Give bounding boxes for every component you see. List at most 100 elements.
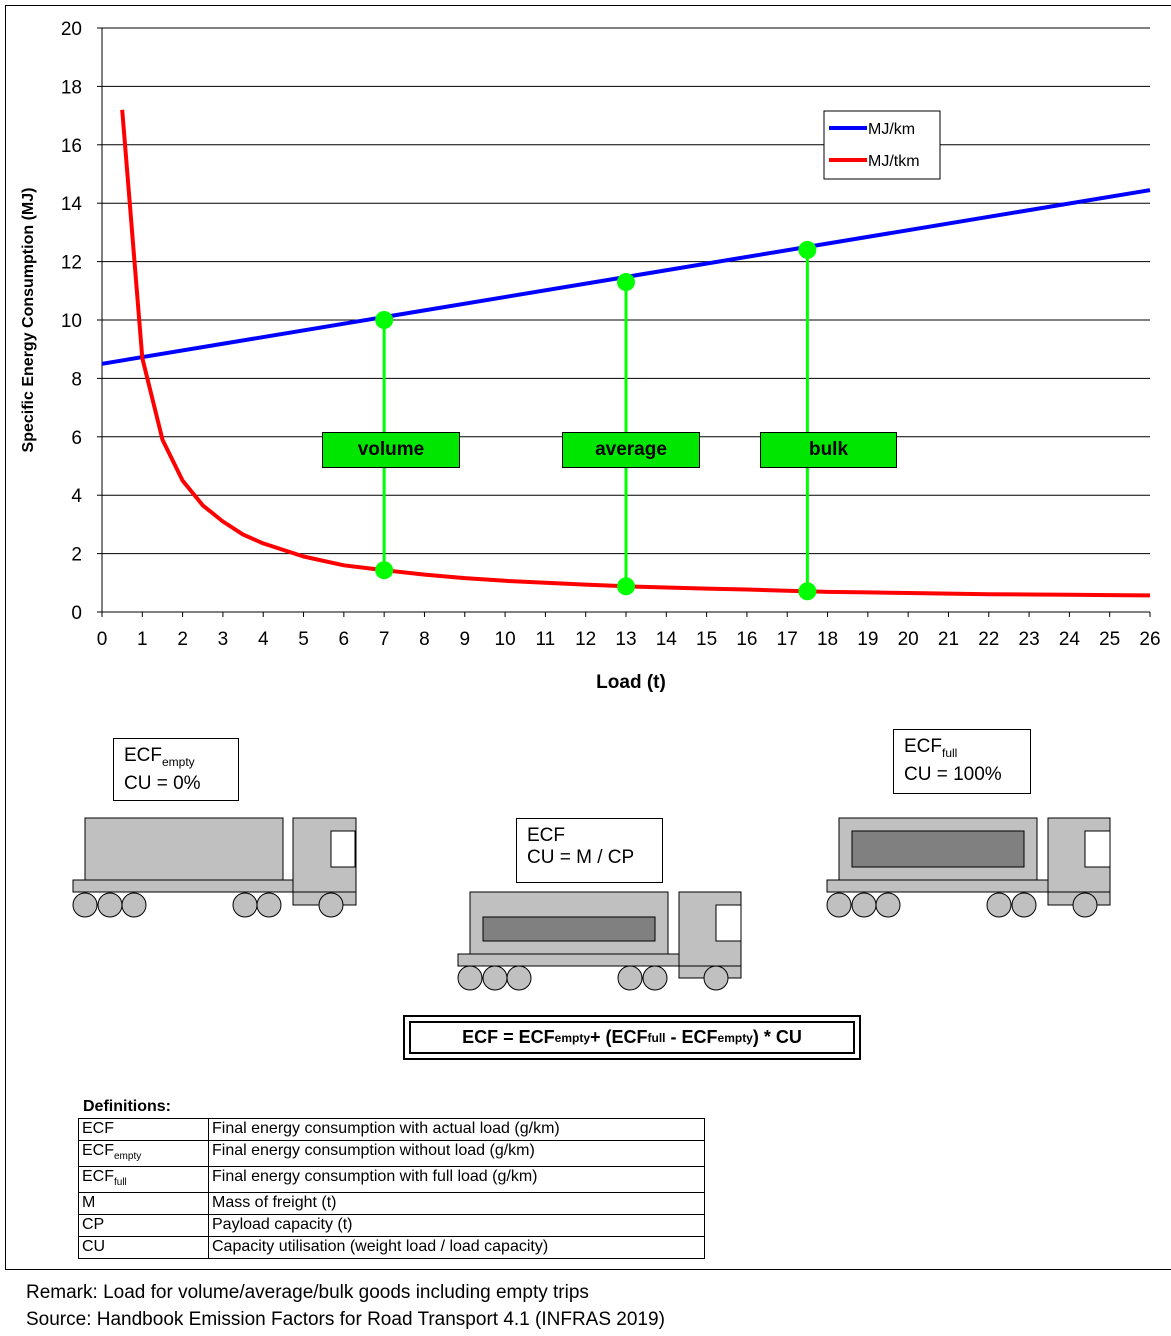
legend-box <box>823 110 941 180</box>
x-tick-label: 13 <box>615 629 636 650</box>
axes <box>101 28 1151 617</box>
y-tick-label: 20 <box>61 19 82 40</box>
ecf-partial-title: ECF <box>527 825 565 846</box>
formula: ECF = ECF empty + (ECF full - ECF empty) * C… <box>409 1021 855 1054</box>
x-tick-label: 8 <box>419 629 430 650</box>
legend-label-mj-tkm: MJ/tkm <box>868 153 920 170</box>
marker-point-bulk-top <box>798 240 817 259</box>
x-tick-label: 0 <box>97 629 108 650</box>
truck-full-illustration <box>826 817 1111 918</box>
y-tick-label: 6 <box>71 428 82 449</box>
y-tick-label: 16 <box>61 136 82 157</box>
x-tick-label: 17 <box>777 629 798 650</box>
x-tick-label: 18 <box>817 629 838 650</box>
gridlines <box>97 27 1150 613</box>
marker-point-average-top <box>617 273 635 292</box>
x-tick-label: 19 <box>857 629 878 650</box>
definition-row: CP Payload capacity (t) <box>78 1214 705 1238</box>
marker-point-average-bottom <box>617 577 635 596</box>
definition-text: Capacity utilisation (weight load / load… <box>208 1236 705 1260</box>
remark-text: Remark: Load for volume/average/bulk goo… <box>26 1282 589 1303</box>
x-tick-label: 1 <box>137 629 148 650</box>
marker-label-average: average <box>562 432 700 468</box>
x-tick-label: 11 <box>536 629 556 650</box>
truck-empty-illustration <box>72 817 357 918</box>
y-tick-label: 10 <box>61 311 82 332</box>
x-tick-label: 26 <box>1139 629 1160 650</box>
legend: MJ/km MJ/tkm <box>823 110 941 180</box>
definition-text: Final energy consumption without load (g… <box>208 1139 705 1168</box>
x-tick-label: 24 <box>1059 629 1081 650</box>
definition-symbol: ECFempty <box>78 1139 209 1168</box>
x-tick-label: 23 <box>1019 629 1040 650</box>
definition-symbol-text: ECF <box>82 1120 114 1137</box>
definition-row: ECFfull Final energy consumption with ful… <box>78 1166 705 1194</box>
marker-label-bulk: bulk <box>760 432 897 468</box>
x-tick-label: 10 <box>495 629 516 650</box>
definition-row: ECF Final energy consumption with actual … <box>78 1118 705 1141</box>
x-tick-label: 6 <box>339 629 350 650</box>
definition-symbol-text: ECF <box>82 1142 114 1159</box>
y-tick-label: 4 <box>71 486 82 507</box>
formula-part: + (ECF <box>590 1027 648 1047</box>
marker-point-bulk-bottom <box>798 582 817 601</box>
ecf-full-sub: full <box>942 745 958 760</box>
x-tick-label: 20 <box>898 629 919 650</box>
y-tick-label: 8 <box>71 369 82 390</box>
legend-label-mj-km: MJ/km <box>868 121 915 138</box>
definition-row: ECFempty Final energy consumption without… <box>78 1139 705 1168</box>
x-tick-label: 14 <box>656 629 678 650</box>
ecf-empty-sub: empty <box>162 754 195 769</box>
definition-symbol: M <box>78 1192 209 1216</box>
definition-symbol: CP <box>78 1214 209 1238</box>
cu-empty: CU = 0% <box>124 772 201 794</box>
x-tick-label: 9 <box>459 629 470 650</box>
y-tick-label: 18 <box>61 77 82 98</box>
x-tick-label: 7 <box>379 629 390 650</box>
formula-sub: full <box>647 1030 666 1045</box>
x-tick-label: 22 <box>978 629 999 650</box>
definition-symbol-sub: full <box>114 1177 127 1189</box>
formula-part: - ECF <box>665 1027 718 1047</box>
marker-label-volume: volume <box>322 432 460 468</box>
definitions-title: Definitions: <box>83 1098 171 1115</box>
x-tick-label: 21 <box>938 629 959 650</box>
x-tick-labels: 0 1 2 3 4 5 6 7 8 9 10 11 12 13 14 15 16 17 18 19 20 21 22 23 24… <box>97 629 1161 650</box>
series-line-mj-tkm <box>120 109 1151 598</box>
x-tick-label: 25 <box>1099 629 1120 650</box>
definition-text: Mass of freight (t) <box>208 1192 705 1216</box>
truck-full-caption: ECFfull CU = 100% <box>893 729 1031 794</box>
y-tick-labels: 0 2 4 6 8 10 12 14 16 18 20 <box>61 19 83 624</box>
formula-part: ECF = ECF <box>462 1027 555 1047</box>
definition-symbol-text: CP <box>82 1216 105 1234</box>
definition-symbol-sub: empty <box>114 1151 142 1163</box>
ecf-full-title: ECF <box>904 736 942 757</box>
y-tick-label: 14 <box>61 194 83 215</box>
marker-point-volume-bottom <box>375 561 394 580</box>
definition-symbol-text: M <box>82 1194 96 1212</box>
marker-lines <box>375 240 817 601</box>
x-tick-label: 12 <box>575 629 596 650</box>
truck-empty-caption: ECFempty CU = 0% <box>113 738 239 801</box>
x-tick-label: 15 <box>696 629 717 650</box>
figure-frame <box>5 5 1171 1270</box>
x-tick-label: 2 <box>177 629 188 650</box>
cu-partial: CU = M / CP <box>527 847 635 868</box>
y-tick-label: 12 <box>61 253 82 274</box>
definition-text: Final energy consumption with actual loa… <box>208 1118 705 1141</box>
definition-row: M Mass of freight (t) <box>78 1192 705 1216</box>
definition-symbol-text: CU <box>82 1238 106 1256</box>
x-tick-label: 3 <box>218 629 229 650</box>
formula-sub: empty <box>554 1030 590 1045</box>
formula-part: ) * CU <box>752 1027 802 1047</box>
definition-symbol: ECFfull <box>78 1166 209 1194</box>
x-tick-label: 4 <box>258 629 269 650</box>
source-text: Source: Handbook Emission Factors for Ro… <box>26 1309 665 1330</box>
x-axis-label: Load (t) <box>596 672 666 693</box>
y-axis-label: Specific Energy Consumption (MJ) <box>20 188 37 453</box>
truck-partial-caption: ECF CU = M / CP <box>516 818 663 883</box>
truck-partial-illustration <box>457 891 742 991</box>
y-tick-label: 2 <box>71 545 82 566</box>
definition-text: Final energy consumption with full load … <box>208 1166 705 1194</box>
